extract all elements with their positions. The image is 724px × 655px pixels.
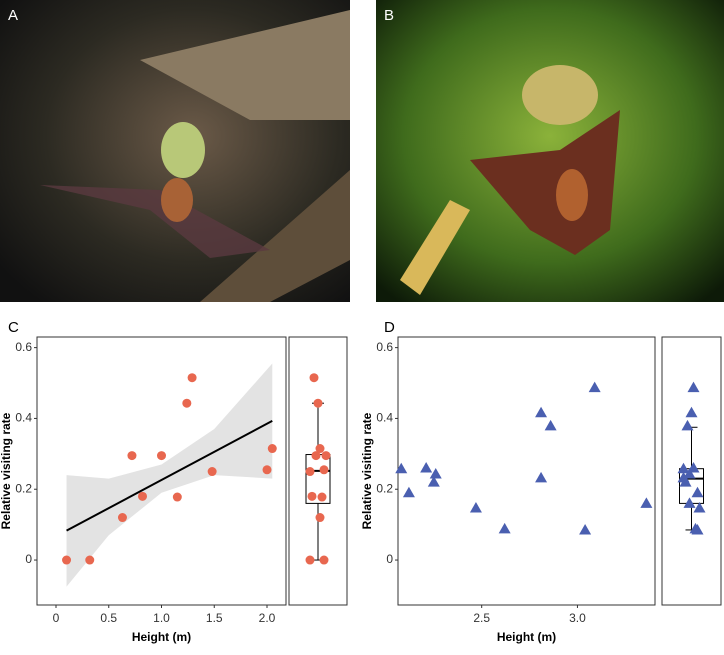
photo-a: [0, 0, 350, 302]
y-tick-label: 0: [25, 552, 32, 566]
box-frame: [288, 336, 348, 606]
x-tick-label: 1.0: [153, 611, 170, 625]
point: [498, 522, 511, 534]
point: [207, 467, 217, 477]
box-frame: [661, 336, 722, 606]
y-tick-label: 0.2: [15, 481, 32, 495]
x-axis-title: Height (m): [497, 630, 556, 644]
point: [315, 444, 325, 454]
point: [427, 476, 440, 487]
point: [535, 406, 548, 418]
point: [117, 513, 127, 523]
point: [127, 451, 137, 461]
x-tick-label: 2.0: [259, 611, 276, 625]
point: [535, 471, 548, 483]
panel-label: C: [8, 319, 19, 336]
point: [309, 373, 319, 383]
point: [313, 398, 323, 408]
panel-label: B: [384, 7, 394, 24]
y-tick-label: 0.4: [376, 411, 393, 425]
point: [693, 501, 706, 513]
point: [305, 555, 315, 565]
y-tick-label: 0.4: [15, 411, 32, 425]
point: [579, 523, 592, 535]
point: [687, 381, 700, 393]
point: [319, 465, 329, 475]
y-tick-label: 0.6: [376, 340, 393, 354]
x-tick-label: 0: [53, 611, 60, 625]
point: [187, 373, 197, 383]
point: [640, 497, 653, 508]
point: [307, 491, 317, 501]
point: [319, 555, 329, 565]
y-axis-title: Relative visiting rate: [0, 412, 13, 529]
y-tick-label: 0: [386, 552, 393, 566]
point: [544, 419, 557, 431]
photo-b: [376, 0, 724, 302]
point: [138, 491, 148, 501]
point: [321, 451, 331, 461]
panel-label: D: [384, 319, 395, 336]
point: [469, 501, 482, 513]
point: [315, 513, 325, 523]
point: [182, 398, 192, 408]
point: [683, 497, 696, 508]
point: [677, 471, 690, 483]
y-tick-label: 0.6: [15, 340, 32, 354]
point: [685, 406, 698, 418]
point: [317, 492, 327, 502]
panel-label: A: [8, 7, 18, 24]
point: [311, 451, 321, 461]
point: [683, 468, 696, 479]
point: [588, 381, 601, 393]
x-tick-label: 2.5: [473, 611, 490, 625]
point: [157, 451, 166, 461]
point: [85, 555, 95, 565]
x-axis-title: Height (m): [132, 630, 191, 644]
point: [681, 419, 694, 431]
x-tick-label: 3.0: [569, 611, 586, 625]
point: [62, 555, 72, 565]
point: [691, 523, 704, 535]
point: [402, 486, 415, 498]
point: [172, 492, 182, 502]
point: [395, 462, 408, 474]
point: [677, 462, 690, 474]
x-tick-label: 0.5: [100, 611, 117, 625]
point: [305, 467, 315, 477]
point: [420, 461, 433, 473]
point: [429, 468, 442, 479]
fit-line: [66, 420, 273, 532]
point: [267, 444, 277, 454]
y-axis-title: Relative visiting rate: [360, 412, 374, 529]
point: [262, 465, 272, 475]
point: [691, 486, 704, 498]
x-tick-label: 1.5: [206, 611, 223, 625]
y-tick-label: 0.2: [376, 481, 393, 495]
